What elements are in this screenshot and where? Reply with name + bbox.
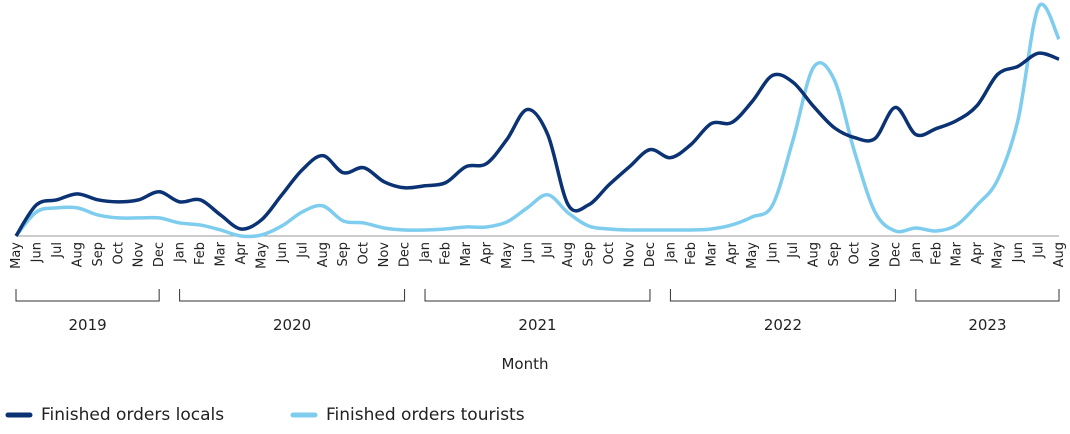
x-tick-label: Dec (398, 242, 413, 267)
series-line (14, 2, 1061, 239)
x-tick-label: Aug (561, 242, 576, 267)
x-tick-label: Feb (438, 242, 453, 265)
x-tick-label: Feb (929, 242, 944, 265)
x-tick-label: Sep (336, 242, 351, 267)
series-line (14, 51, 1060, 237)
x-tick-label: Jul (295, 242, 310, 259)
x-tick-label: Nov (868, 242, 883, 268)
x-tick-label: Nov (623, 242, 638, 268)
x-tick-label: May (9, 242, 24, 269)
x-tick-label: May (745, 242, 760, 269)
x-tick-label: May (254, 242, 269, 269)
x-tick-label: Feb (684, 242, 699, 265)
x-tick-label: Apr (725, 241, 740, 264)
x-tick-label: Jul (50, 242, 65, 259)
x-tick-label: Jul (1032, 242, 1047, 259)
year-bracket (669, 289, 896, 302)
x-tick-label: Oct (357, 242, 372, 264)
year-label: 2020 (273, 316, 311, 334)
x-tick-label: Dec (152, 242, 167, 267)
x-tick-label: Oct (602, 242, 617, 264)
x-tick-label: Mar (950, 241, 965, 266)
x-tick-label: Sep (91, 242, 106, 267)
year-label: 2019 (68, 316, 106, 334)
x-tick-label: Sep (827, 242, 842, 267)
year-bracket (15, 289, 160, 302)
x-tick-label: Jun (520, 242, 535, 263)
year-label: 2022 (764, 316, 802, 334)
year-bracket (179, 289, 406, 302)
x-tick-label: Jan (173, 242, 188, 263)
x-tick-label: Jan (418, 242, 433, 263)
x-axis-title: Month (501, 355, 548, 373)
x-tick-label: Feb (193, 242, 208, 265)
x-tick-label: Aug (316, 242, 331, 267)
x-tick-label: Apr (479, 241, 494, 264)
x-tick-label: Sep (582, 242, 597, 267)
x-tick-label: Oct (111, 242, 126, 264)
x-tick-label: Apr (234, 241, 249, 264)
x-tick-label: Nov (377, 242, 392, 268)
x-tick-label: Aug (1052, 242, 1067, 267)
legend-label: Finished orders tourists (326, 405, 525, 425)
year-bracket (424, 289, 651, 302)
legend-label: Finished orders locals (41, 405, 224, 425)
x-tick-label: Oct (847, 242, 862, 264)
year-label: 2023 (968, 316, 1006, 334)
x-tick-label: Dec (643, 242, 658, 267)
x-tick-label: May (500, 242, 515, 269)
x-tick-label: Jul (786, 242, 801, 259)
x-tick-label: Aug (807, 242, 822, 267)
x-tick-label: Mar (459, 241, 474, 266)
x-tick-label: Jul (541, 242, 556, 259)
x-tick-label: Jun (275, 242, 290, 263)
x-tick-label: Apr (970, 241, 985, 264)
x-tick-label: Mar (704, 241, 719, 266)
x-tick-label: May (991, 242, 1006, 269)
x-tick-label: Dec (888, 242, 903, 267)
year-bracket (915, 289, 1060, 302)
x-tick-label: Jun (766, 242, 781, 263)
year-label: 2021 (518, 316, 556, 334)
x-tick-label: Jan (909, 242, 924, 263)
x-tick-label: Aug (70, 242, 85, 267)
x-tick-label: Nov (132, 242, 147, 268)
x-tick-label: Jan (663, 242, 678, 263)
x-tick-label: Jun (29, 242, 44, 263)
x-tick-label: Mar (214, 241, 229, 266)
x-tick-label: Jun (1011, 242, 1026, 263)
